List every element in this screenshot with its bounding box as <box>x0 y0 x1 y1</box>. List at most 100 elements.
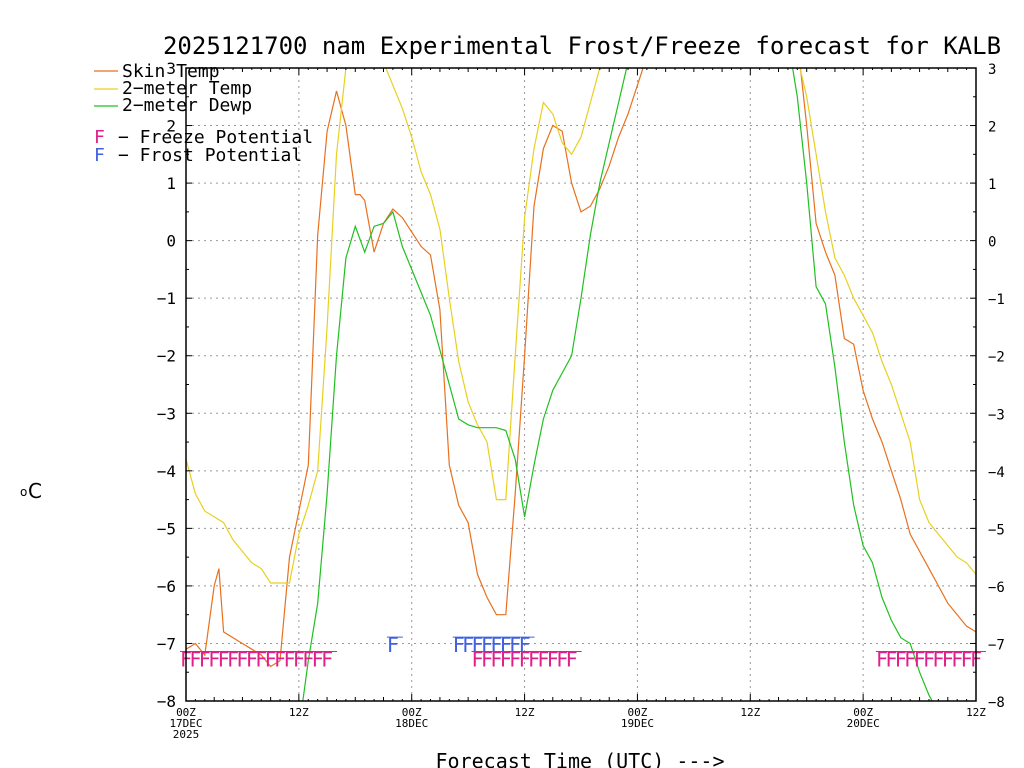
x-tick-label: 12Z <box>740 706 760 719</box>
y-tick-label: −3 <box>157 404 176 423</box>
frost-potential-flag: F <box>472 633 484 657</box>
y-tick-label: 2 <box>166 117 176 136</box>
y-tick-label: −7 <box>157 634 176 653</box>
freeze-potential-flag: F <box>895 647 907 671</box>
freeze-potential-flag: F <box>199 647 211 671</box>
x-tick-label: 12Z <box>289 706 309 719</box>
x-tick-label: 2025 <box>173 728 200 741</box>
frost-potential-flag: F <box>490 633 502 657</box>
y-axis-left: −8 −7 −6 −5 −4 −3 −2 −1 0 1 2 3 <box>157 59 192 711</box>
unit-letter: C <box>28 479 42 503</box>
freeze-potential-flag: F <box>490 647 502 671</box>
y-tick-label: −5 <box>157 519 176 538</box>
legend-skin-temp: Skin Temp <box>122 61 220 82</box>
freeze-potential-flag: F <box>961 647 973 671</box>
frost-potential-flag: F <box>462 633 474 657</box>
y-tick-label-right: −8 <box>988 695 1005 711</box>
x-tick-label: 12Z <box>515 706 535 719</box>
y-axis-right: −8 −7 −6 −5 −4 −3 −2 −1 0 1 2 3 <box>970 62 1005 711</box>
y-tick-label: −2 <box>157 347 176 366</box>
series-lines <box>186 68 976 701</box>
x-tick-label: 12Z <box>966 706 986 719</box>
freeze-potential-flag: F <box>914 647 926 671</box>
freeze-potential-flag: F <box>556 647 568 671</box>
series-line-skin-temp <box>186 68 976 668</box>
x-tick-label: 17DEC <box>169 717 202 730</box>
series-line-2-meter-dewp <box>302 68 933 701</box>
freeze-potential-flag: F <box>904 647 916 671</box>
freeze-potential-flag: F <box>293 647 305 671</box>
legend-2m-dewp: 2−meter Dewp <box>122 95 252 116</box>
y-tick-label-right: −6 <box>988 580 1005 596</box>
series-line-2-meter-temp <box>186 68 976 584</box>
y-tick-label-right: −3 <box>988 407 1005 423</box>
y-tick-label-right: 0 <box>988 235 996 251</box>
freeze-potential-flag: F <box>923 647 935 671</box>
y-tick-label-right: −5 <box>988 522 1005 538</box>
frost-potential-flag: F <box>500 633 512 657</box>
frost-potential-flag: F <box>453 633 465 657</box>
frost-potential-flag: F <box>481 633 493 657</box>
y-tick-label: −6 <box>157 577 176 596</box>
y-tick-label-right: −7 <box>988 637 1005 653</box>
freeze-potential-flag: F <box>951 647 963 671</box>
y-tick-label-right: 1 <box>988 177 996 193</box>
freeze-potential-flag: F <box>481 647 493 671</box>
freeze-potential-flag: F <box>500 647 512 671</box>
y-tick-label-right: 3 <box>988 62 996 78</box>
x-tick-label: 18DEC <box>395 717 428 730</box>
frost-potential-flag: F <box>387 633 399 657</box>
freeze-potential-flag: F <box>932 647 944 671</box>
freeze-potential-flag: F <box>321 647 333 671</box>
freeze-potential-flag: F <box>208 647 220 671</box>
x-tick-label: 00Z <box>853 706 873 719</box>
freeze-potential-flag: F <box>227 647 239 671</box>
legend: Skin Temp 2−meter Temp 2−meter Dewp F − … <box>94 61 313 166</box>
y-tick-label-right: −4 <box>988 465 1005 481</box>
freeze-potential-flag: F <box>236 647 248 671</box>
y-tick-label: 3 <box>166 59 176 78</box>
x-tick-label: 00Z <box>402 706 422 719</box>
frost-potential-flag: F <box>519 633 531 657</box>
freeze-potential-flag: F <box>283 647 295 671</box>
freeze-potential-flag: F <box>246 647 258 671</box>
y-tick-label: −1 <box>157 289 176 308</box>
freeze-potential-flag: F <box>547 647 559 671</box>
y-tick-label: 1 <box>166 174 176 193</box>
y-tick-label: 0 <box>166 232 176 251</box>
x-axis-label: Forecast Time (UTC) ---> <box>436 749 725 768</box>
freeze-potential-flag: F <box>274 647 286 671</box>
y-tick-label-right: −2 <box>988 350 1005 366</box>
unit-degree-mark: o <box>20 485 27 499</box>
y-tick-label-right: −1 <box>988 292 1005 308</box>
freeze-potential-flag: F <box>537 647 549 671</box>
y-axis-unit: o C <box>20 479 42 503</box>
x-tick-label: 00Z <box>176 706 196 719</box>
legend-frost-letter: F <box>94 145 105 166</box>
freeze-potential-flag: F <box>566 647 578 671</box>
freeze-potential-flag: F <box>189 647 201 671</box>
legend-2m-temp: 2−meter Temp <box>122 78 252 99</box>
y-tick-label-right: 2 <box>988 120 996 136</box>
chart-title: 2025121700 nam Experimental Frost/Freeze… <box>163 32 1001 60</box>
freeze-potential-flag: F <box>218 647 230 671</box>
freeze-potential-flag: F <box>942 647 954 671</box>
freeze-potential-flag: F <box>312 647 324 671</box>
y-tick-label: −8 <box>157 692 176 711</box>
gridlines <box>186 68 976 701</box>
freeze-potential-flag: F <box>472 647 484 671</box>
legend-frost-potential: − Frost Potential <box>118 145 302 166</box>
freeze-potential-flag: F <box>876 647 888 671</box>
plot-frame <box>185 67 977 702</box>
freeze-potential-flag: F <box>528 647 540 671</box>
legend-freeze-potential: − Freeze Potential <box>118 127 313 148</box>
legend-freeze-letter: F <box>94 127 105 148</box>
freeze-potential-flag: F <box>885 647 897 671</box>
freeze-potential-flag: F <box>255 647 267 671</box>
x-tick-label: 20DEC <box>847 717 880 730</box>
freeze-potential-flag: F <box>519 647 531 671</box>
freeze-potential-flag: F <box>302 647 314 671</box>
